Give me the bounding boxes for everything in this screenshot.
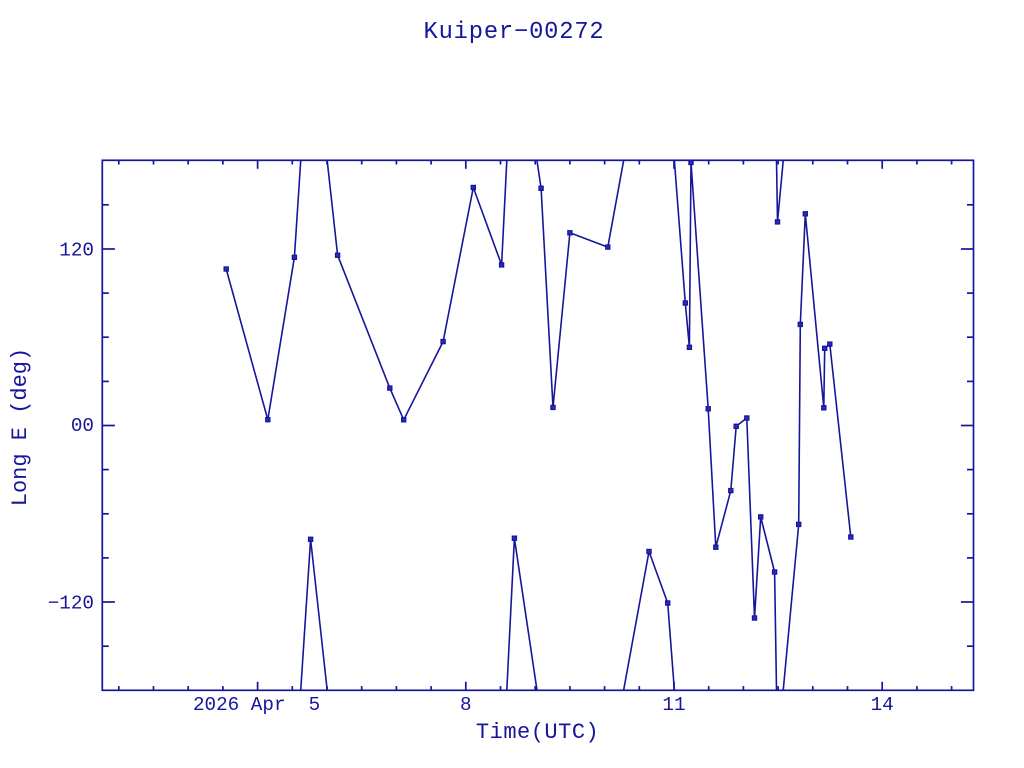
svg-text:120: 120	[59, 240, 94, 262]
svg-text:Time(UTC): Time(UTC)	[476, 720, 599, 745]
svg-text:14: 14	[871, 694, 894, 716]
svg-text:00: 00	[71, 415, 94, 437]
svg-text:11: 11	[662, 694, 685, 716]
svg-text:8: 8	[460, 694, 472, 716]
svg-text:−120: −120	[48, 592, 94, 614]
svg-text:Kuiper−00272: Kuiper−00272	[424, 19, 605, 46]
svg-text:Long E (deg): Long E (deg)	[8, 348, 33, 506]
svg-text:2026 Apr 5: 2026 Apr 5	[193, 694, 320, 716]
